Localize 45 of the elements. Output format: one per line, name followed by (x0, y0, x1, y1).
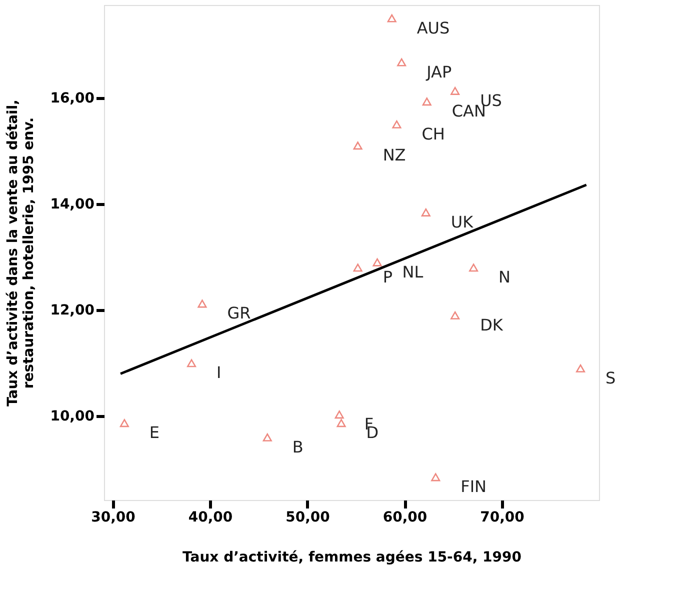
annotation: B (292, 437, 304, 456)
x-tick-label: 30,00 (91, 510, 136, 526)
point (422, 98, 432, 106)
point (450, 311, 460, 320)
x-axis-title: Taux d’activité, femmes agées 15-64, 1990 (182, 550, 522, 566)
point (262, 433, 272, 442)
point (336, 419, 346, 428)
annotation: JAP (426, 62, 452, 82)
point (576, 364, 586, 372)
annotation: NZ (382, 146, 406, 165)
point (387, 14, 396, 22)
point (187, 359, 196, 368)
point (431, 473, 440, 482)
point (334, 410, 344, 419)
annotation: GR (227, 304, 251, 323)
annotation: CH (422, 124, 445, 144)
y-tick-label: 12,00 (50, 302, 95, 319)
x-tick-label: 50,00 (286, 510, 330, 526)
x-tick-label: 70,00 (480, 510, 525, 526)
annotation: E (149, 423, 160, 442)
point (392, 120, 402, 128)
annotation: S (606, 368, 616, 388)
annotation: I (216, 363, 222, 382)
annotation: AUS (416, 18, 450, 38)
annotation: FIN (460, 477, 487, 496)
annotation: UK (450, 212, 474, 232)
point (450, 86, 460, 95)
point (372, 258, 382, 266)
y-tick-label: 10,00 (50, 408, 95, 425)
annotation: P (382, 268, 393, 287)
x-tick-label: 60,00 (382, 510, 428, 526)
point (469, 264, 478, 272)
point (198, 300, 207, 308)
y-tick-label: 14,00 (50, 196, 95, 212)
x-tick-label: 40,00 (188, 510, 233, 526)
y-tick-label: 16,00 (50, 90, 95, 106)
point (421, 208, 430, 216)
annotation: N (498, 268, 511, 287)
point (397, 58, 406, 66)
y-axis-title: Taux d’activité dans la vente au détail, restauration, hotellerie, 1995 env. (5, 100, 38, 406)
point (120, 419, 129, 428)
annotation: NL (402, 262, 424, 282)
point (353, 264, 362, 272)
point (353, 142, 362, 150)
annotation: DK (480, 315, 504, 334)
